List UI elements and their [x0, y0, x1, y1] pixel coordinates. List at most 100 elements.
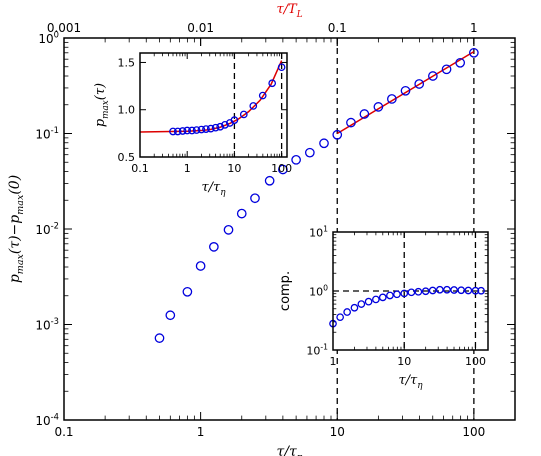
top-axis-tick-label: 0.1 — [328, 21, 347, 35]
inset-bottom-right-x-tick-label: 100 — [465, 355, 486, 368]
main-data-point — [264, 175, 275, 186]
inset-top-left-data-point — [239, 110, 248, 119]
main-frame — [63, 37, 516, 421]
main-data-point — [278, 164, 288, 175]
main-data-point — [154, 333, 165, 343]
inset-top-left-fit-curve — [139, 60, 283, 133]
main-fit-curve — [336, 50, 475, 135]
inset-top-left-data-point — [178, 127, 187, 135]
inset-bottom-right-frame — [332, 231, 489, 351]
inset-top-left-data-point — [268, 79, 277, 88]
inset-bottom-right-data-point — [372, 295, 380, 304]
inset-top-left-frame — [139, 52, 288, 158]
inset-bottom-right-data-point — [378, 293, 387, 302]
inset-top-left-x-tick-label: 0.1 — [131, 162, 149, 175]
inset-top-left-data-point — [249, 102, 258, 110]
main-data-point — [469, 47, 479, 58]
main-data-point — [304, 147, 315, 158]
inset-top-left-data-point — [192, 126, 201, 134]
inset-top-left-data-point — [258, 91, 267, 100]
main-y-tick-label: 10-3 — [35, 316, 59, 332]
inset-top-left-background — [140, 53, 287, 157]
inset-top-left-y-tick-label: 1.0 — [118, 104, 136, 117]
main-background — [64, 38, 515, 420]
inset-bottom-right-data-point — [464, 286, 473, 295]
main-x-tick-label: 100 — [462, 425, 485, 439]
main-data-point — [165, 310, 176, 321]
inset-top-left-data-point — [277, 63, 286, 72]
inset-bottom-right-y-tick-label: 10-1 — [306, 342, 328, 357]
main-data-point — [414, 79, 425, 89]
inset-bottom-right-data-point — [393, 290, 401, 299]
inset-bottom-right-x-axis-label: τ/τη — [398, 373, 423, 391]
main-data-point — [182, 286, 193, 297]
inset-bottom-right-data-point — [336, 313, 344, 322]
main-y-tick-label: 10-2 — [35, 220, 59, 236]
inset-top-left-y-axis-label: pmax(τ) — [93, 83, 111, 127]
top-axis-tick-label: 0.001 — [47, 21, 81, 35]
inset-top-left-x-tick-label: 10 — [227, 162, 241, 175]
main-data-point — [428, 71, 438, 81]
inset-bottom-right-data-point — [435, 285, 444, 294]
main-y-tick-label: 10-4 — [35, 411, 59, 427]
inset-bottom-right-y-tick-label: 100 — [309, 283, 328, 298]
main-data-point — [441, 64, 452, 75]
inset-top-left-data-point — [183, 126, 192, 135]
inset-top-left-data-point — [206, 124, 215, 133]
inset-top-left-data-point — [230, 116, 239, 124]
inset-top-left-y-tick-label: 0.5 — [118, 151, 136, 164]
inset-bottom-right-data-point — [443, 285, 451, 294]
top-axis-tick-label: 0.01 — [187, 21, 214, 35]
main-data-point — [291, 154, 301, 165]
main-data-point — [195, 261, 206, 271]
main-data-point — [332, 129, 343, 140]
main-data-point — [359, 109, 370, 119]
inset-bottom-right-y-axis-label: comp. — [278, 271, 293, 311]
inset-top-left-data-point — [188, 126, 196, 135]
inset-top-left-data-point — [197, 125, 206, 134]
inset-bottom-right-data-point — [364, 297, 373, 306]
inset-bottom-right-data-point — [421, 287, 430, 296]
inset-bottom-right-data-point — [477, 286, 485, 295]
main-data-point — [250, 193, 260, 204]
inset-bottom-right-x-tick-label: 10 — [397, 355, 411, 368]
main-data-point — [209, 242, 219, 252]
inset-bottom-right-data-point — [428, 286, 437, 295]
main-data-point — [387, 94, 397, 104]
inset-top-left-data-point — [202, 125, 210, 133]
inset-bottom-right-data-point — [386, 291, 394, 300]
inset-bottom-right-data-point — [357, 300, 366, 308]
main-data-point — [236, 208, 247, 219]
main-y-axis-label: pmax(τ)−pmax(0) — [7, 175, 26, 283]
main-data-point — [400, 85, 411, 96]
main-panel: 0.1 1 10 100 10-4 10-3 10-2 10-1 100 τ/τη pmax(τ)−… — [7, 2, 516, 456]
main-data-point — [319, 138, 329, 149]
main-x-tick-label: 10 — [330, 425, 345, 439]
main-data-point — [223, 224, 234, 235]
main-x-axis-label: τ/τη — [277, 444, 303, 456]
inset-bottom-right-panel: 1 10 100 10-1 100 101 τ/τη comp. — [278, 224, 489, 391]
inset-bottom-right-data-point — [400, 289, 409, 298]
main-y-tick-label: 100 — [38, 29, 59, 45]
inset-top-left-data-point — [216, 122, 225, 131]
inset-top-left-x-axis-label: τ/τη — [201, 180, 226, 198]
inset-bottom-right-data-point — [350, 303, 359, 312]
inset-top-left-data-point — [169, 127, 177, 136]
main-x-tick-label: 0.1 — [54, 425, 73, 439]
main-y-tick-label: 10-1 — [35, 125, 59, 141]
inset-top-left-x-tick-label: 100 — [271, 162, 292, 175]
inset-top-left-panel: 0.1 1 10 100 0.5 1.0 1.5 τ/τη pmax(τ) — [93, 52, 292, 198]
inset-top-left-data-point — [211, 123, 220, 132]
inset-top-left-data-point — [221, 121, 229, 129]
inset-top-left-y-tick-label: 1.5 — [118, 56, 136, 69]
top-axis-label: τ/TL — [276, 2, 302, 20]
main-data-point — [346, 117, 356, 128]
inset-top-left-x-tick-label: 1 — [184, 162, 191, 175]
inset-top-left-data-point — [173, 127, 182, 136]
inset-bottom-right-data-point — [450, 286, 458, 294]
inset-bottom-right-y-tick-label: 101 — [309, 224, 328, 239]
main-data-point — [455, 57, 466, 68]
inset-bottom-right-data-point — [457, 286, 466, 295]
main-x-tick-label: 1 — [197, 425, 205, 439]
